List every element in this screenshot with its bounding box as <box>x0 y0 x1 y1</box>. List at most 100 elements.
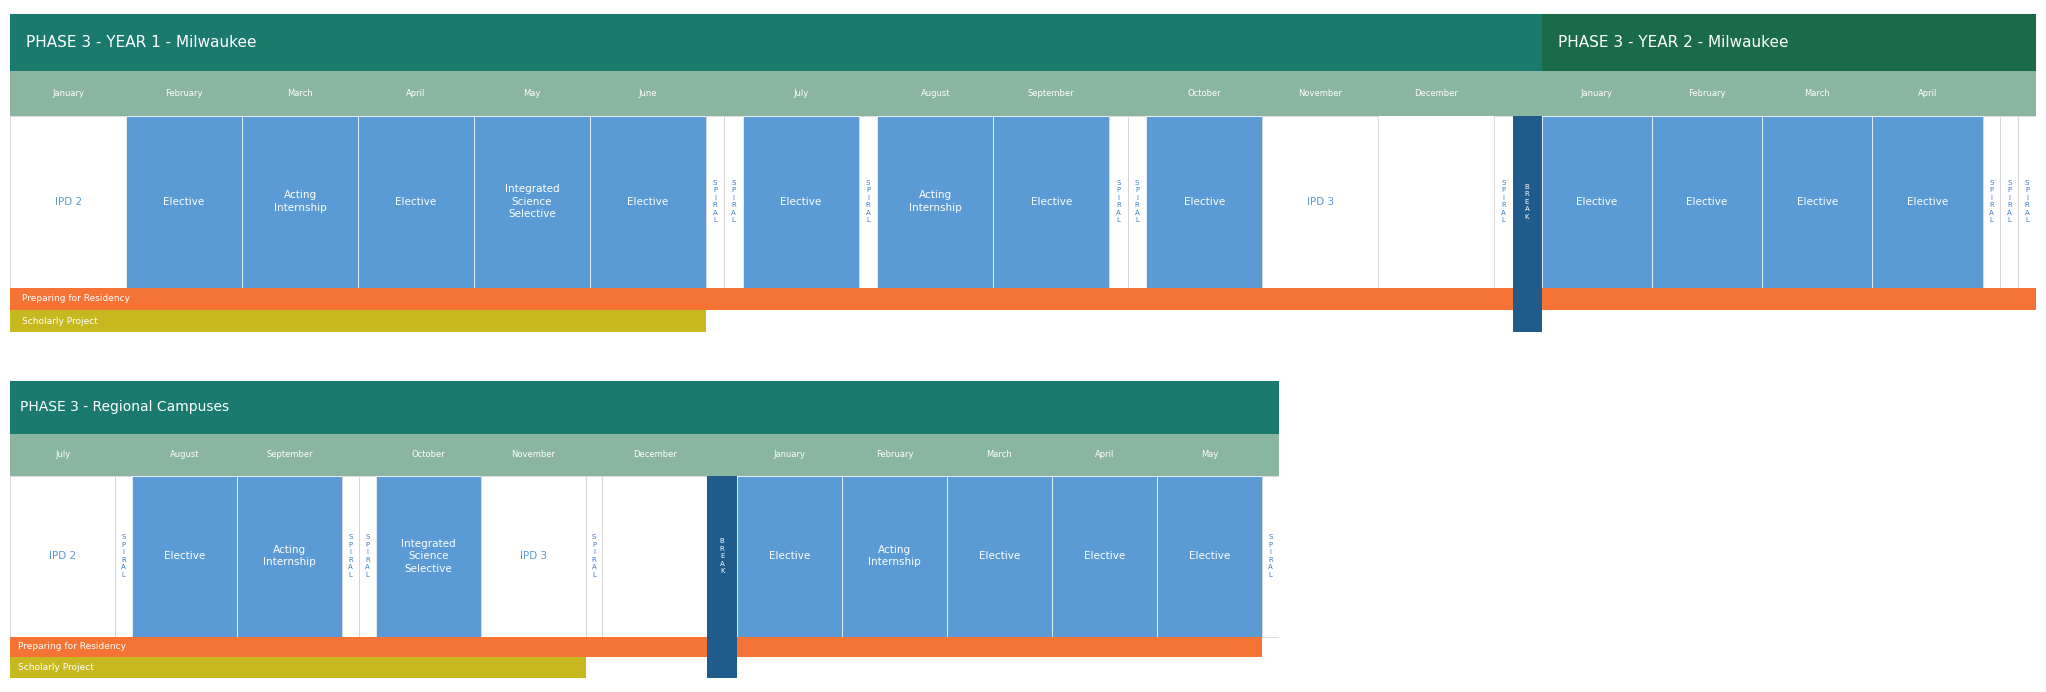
Text: S
P
I
R
A
L: S P I R A L <box>730 180 737 224</box>
Bar <box>1512 116 1541 288</box>
Bar <box>602 476 708 637</box>
Text: January: January <box>1582 89 1612 98</box>
Bar <box>1146 116 1262 288</box>
Bar <box>1127 116 1146 288</box>
Text: S
P
I
R
A
L: S P I R A L <box>1989 180 1995 224</box>
Text: April: April <box>1095 450 1115 459</box>
Text: July: July <box>794 89 808 98</box>
Text: November: November <box>512 450 554 459</box>
Bar <box>1494 116 1512 288</box>
Text: PHASE 3 - YEAR 1 - Milwaukee: PHASE 3 - YEAR 1 - Milwaukee <box>27 35 258 50</box>
Text: B
R
E
A
K: B R E A K <box>1524 183 1530 219</box>
Text: May: May <box>524 89 540 98</box>
Bar <box>589 116 706 288</box>
Text: Acting
Internship: Acting Internship <box>908 190 962 213</box>
Bar <box>1262 116 1379 288</box>
Text: February: February <box>876 450 913 459</box>
Bar <box>115 476 133 637</box>
Text: October: October <box>411 450 446 459</box>
Bar <box>358 476 376 637</box>
Bar <box>1109 116 1127 288</box>
Bar <box>1052 476 1156 637</box>
Text: April: April <box>407 89 426 98</box>
Bar <box>10 288 1512 310</box>
Bar <box>1512 116 1541 332</box>
Text: IPD 2: IPD 2 <box>49 551 76 561</box>
Bar <box>737 476 841 637</box>
Text: B
R
E
A
K: B R E A K <box>720 538 724 574</box>
Text: December: December <box>632 450 677 459</box>
Bar <box>133 476 237 637</box>
Bar <box>10 657 585 678</box>
Bar <box>10 637 708 657</box>
Text: S
P
I
R
A
L: S P I R A L <box>865 180 870 224</box>
Text: November: November <box>1297 89 1342 98</box>
Text: S
P
I
R
A
L: S P I R A L <box>2026 180 2030 224</box>
Bar <box>1541 288 2036 310</box>
Text: Acting
Internship: Acting Internship <box>274 190 327 213</box>
Text: Acting
Internship: Acting Internship <box>264 545 315 567</box>
Text: Elective: Elective <box>978 551 1021 561</box>
Text: August: August <box>921 89 949 98</box>
Bar <box>10 476 115 637</box>
Bar <box>10 116 127 288</box>
Bar <box>481 476 585 637</box>
Text: Elective: Elective <box>1084 551 1125 561</box>
Text: August: August <box>170 450 198 459</box>
Text: Scholarly Project: Scholarly Project <box>23 316 98 325</box>
Bar <box>585 476 602 637</box>
Text: Elective: Elective <box>1575 197 1616 207</box>
Bar <box>724 116 743 288</box>
Text: Elective: Elective <box>1796 197 1837 207</box>
Bar <box>708 476 737 637</box>
Bar <box>878 116 992 288</box>
Bar <box>237 476 342 637</box>
Text: B
R
E
A
K: B R E A K <box>1524 183 1530 219</box>
Text: S
P
I
R
A
L: S P I R A L <box>1136 180 1140 224</box>
Text: Elective: Elective <box>1686 197 1727 207</box>
Text: Elective: Elective <box>1907 197 1948 207</box>
Text: Elective: Elective <box>164 551 205 561</box>
Bar <box>342 476 358 637</box>
Text: S
P
I
R
A
L: S P I R A L <box>712 180 718 224</box>
Text: Preparing for Residency: Preparing for Residency <box>18 642 127 651</box>
Text: May: May <box>1201 450 1217 459</box>
Bar <box>10 434 1279 476</box>
Text: S
P
I
R
A
L: S P I R A L <box>1502 180 1506 224</box>
Text: Elective: Elective <box>1183 197 1226 207</box>
Bar <box>1872 116 1983 288</box>
Text: Elective: Elective <box>164 197 205 207</box>
Bar <box>743 116 859 288</box>
Bar <box>992 116 1109 288</box>
Text: Elective: Elective <box>769 551 810 561</box>
Bar <box>475 116 589 288</box>
Bar <box>841 476 947 637</box>
Bar <box>10 14 1541 71</box>
Bar <box>127 116 241 288</box>
Text: March: March <box>986 450 1013 459</box>
Text: IPD 3: IPD 3 <box>1307 197 1334 207</box>
Text: Elective: Elective <box>1031 197 1072 207</box>
Bar <box>10 71 1541 116</box>
Text: July: July <box>55 450 70 459</box>
Bar <box>241 116 358 288</box>
Bar <box>1541 71 2036 116</box>
Text: October: October <box>1187 89 1221 98</box>
Text: IPD 2: IPD 2 <box>55 197 82 207</box>
Text: March: March <box>1805 89 1831 98</box>
Text: IPD 3: IPD 3 <box>520 551 546 561</box>
Bar <box>947 476 1052 637</box>
Text: S
P
I
R
A
L: S P I R A L <box>591 534 597 578</box>
Text: Elective: Elective <box>628 197 669 207</box>
Text: B
R
E
A
K: B R E A K <box>720 538 724 574</box>
Bar <box>358 116 475 288</box>
Text: Elective: Elective <box>780 197 820 207</box>
Bar <box>1651 116 1762 288</box>
Text: Scholarly Project: Scholarly Project <box>18 663 94 672</box>
Bar <box>737 637 1262 657</box>
Bar <box>10 310 706 332</box>
Text: S
P
I
R
A
L: S P I R A L <box>1269 534 1273 578</box>
Text: February: February <box>166 89 203 98</box>
Bar <box>706 116 724 288</box>
Bar <box>2017 116 2036 288</box>
